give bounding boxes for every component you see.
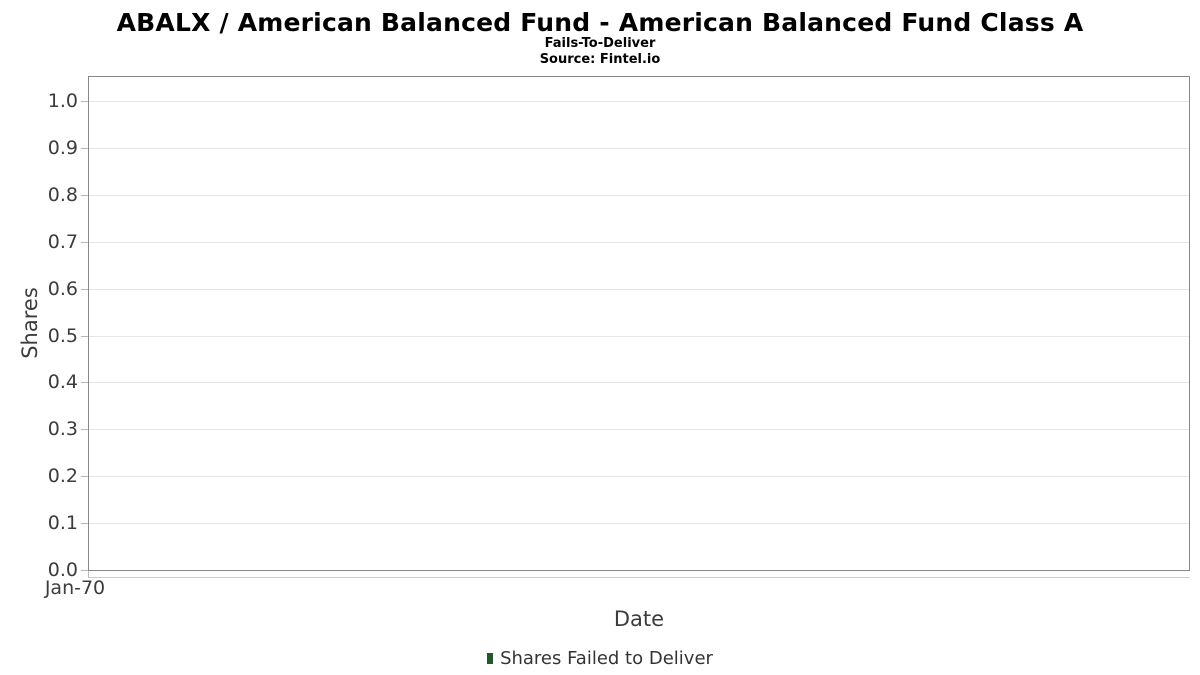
y-gridline bbox=[89, 336, 1189, 337]
y-tick-mark bbox=[81, 289, 88, 290]
y-tick-label: 0.0 bbox=[47, 559, 78, 581]
y-tick-label: 0.3 bbox=[47, 418, 78, 440]
y-tick-mark bbox=[81, 195, 88, 196]
y-tick-mark bbox=[81, 101, 88, 102]
y-tick-mark bbox=[81, 476, 88, 477]
plot-area bbox=[88, 76, 1190, 571]
y-gridline bbox=[89, 429, 1189, 430]
y-gridline bbox=[89, 289, 1189, 290]
y-gridline bbox=[89, 101, 1189, 102]
x-tick-mark bbox=[88, 571, 89, 578]
y-tick-label: 0.7 bbox=[47, 231, 78, 253]
y-gridline bbox=[89, 382, 1189, 383]
x-axis-line bbox=[88, 577, 1190, 578]
legend: Shares Failed to Deliver bbox=[0, 648, 1200, 669]
x-axis-label: Date bbox=[613, 607, 665, 631]
legend-label: Shares Failed to Deliver bbox=[500, 648, 713, 669]
y-gridline bbox=[89, 195, 1189, 196]
y-tick-label: 0.2 bbox=[47, 465, 78, 487]
y-tick-label: 0.6 bbox=[47, 278, 78, 300]
y-gridline bbox=[89, 242, 1189, 243]
y-tick-label: 1.0 bbox=[47, 90, 78, 112]
y-tick-mark bbox=[81, 148, 88, 149]
chart-title: ABALX / American Balanced Fund - America… bbox=[116, 8, 1084, 37]
y-tick-label: 0.1 bbox=[47, 512, 78, 534]
y-tick-label: 0.5 bbox=[47, 325, 78, 347]
y-tick-label: 0.9 bbox=[47, 137, 78, 159]
legend-item[interactable]: Shares Failed to Deliver bbox=[487, 648, 713, 669]
legend-square-icon bbox=[487, 653, 494, 664]
y-tick-mark bbox=[81, 382, 88, 383]
y-tick-mark bbox=[81, 570, 88, 571]
x-tick-label: Jan-70 bbox=[44, 577, 106, 599]
chart-source: Source: Fintel.io bbox=[539, 52, 661, 67]
y-gridline bbox=[89, 523, 1189, 524]
y-tick-label: 0.8 bbox=[47, 184, 78, 206]
y-tick-mark bbox=[81, 336, 88, 337]
y-gridline bbox=[89, 476, 1189, 477]
y-tick-label: 0.4 bbox=[47, 371, 78, 393]
y-gridline bbox=[89, 148, 1189, 149]
y-tick-mark bbox=[81, 429, 88, 430]
chart-subtitle: Fails-To-Deliver bbox=[544, 36, 656, 51]
y-tick-mark bbox=[81, 523, 88, 524]
y-axis-label: Shares bbox=[18, 287, 42, 359]
y-tick-mark bbox=[81, 242, 88, 243]
